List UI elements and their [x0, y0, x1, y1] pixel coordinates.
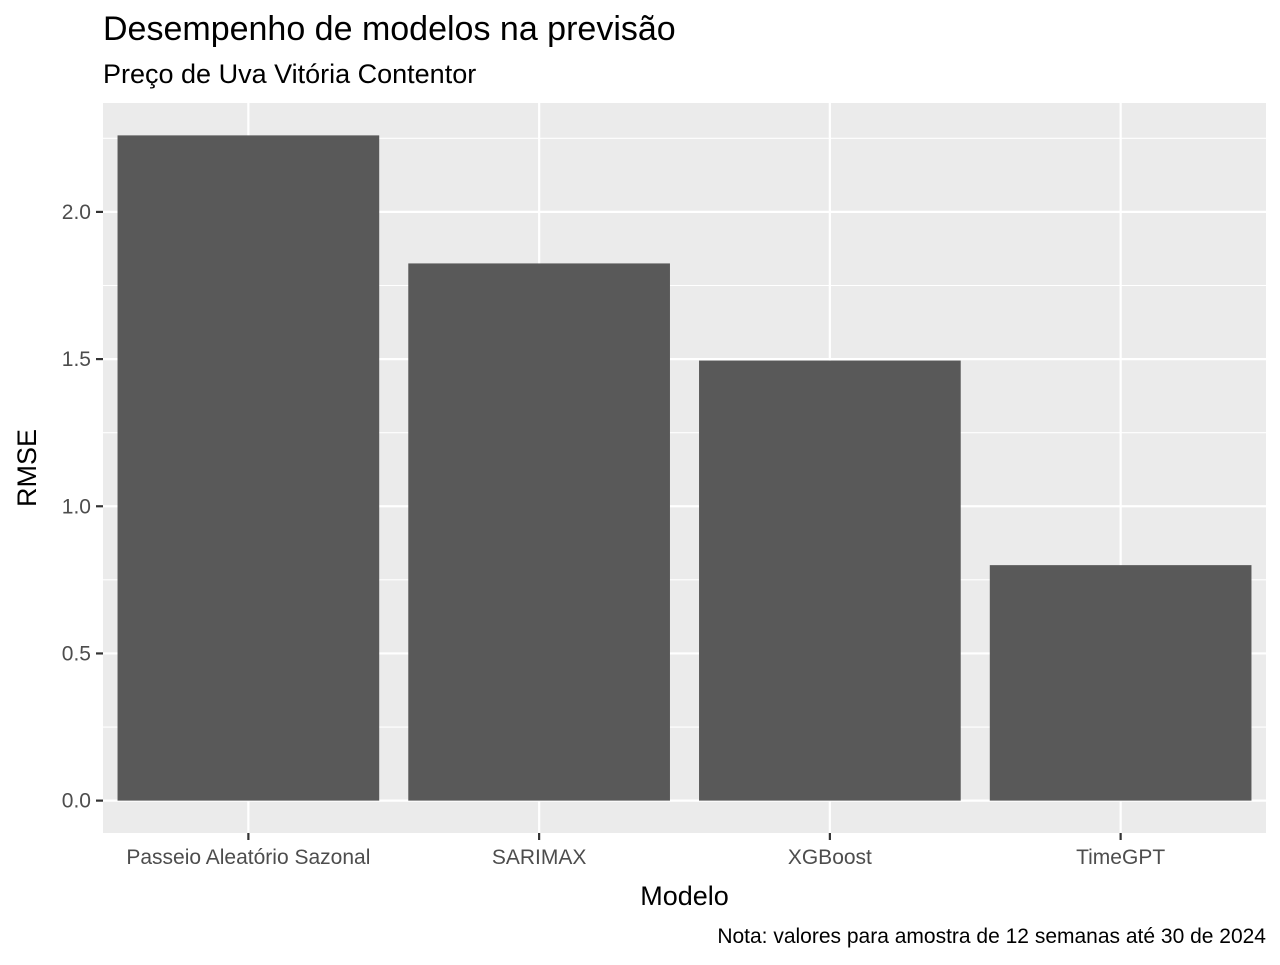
bar	[408, 263, 670, 801]
y-tick-label: 0.5	[62, 642, 91, 665]
y-axis-title: RMSE	[12, 429, 42, 507]
bar	[699, 360, 961, 801]
y-tick-label: 1.5	[62, 348, 91, 371]
chart-title: Desempenho de modelos na previsão	[103, 10, 676, 48]
chart-subtitle: Preço de Uva Vitória Contentor	[103, 59, 476, 89]
chart-caption: Nota: valores para amostra de 12 semanas…	[717, 925, 1266, 948]
x-tick-label: TimeGPT	[1076, 846, 1165, 869]
bars	[117, 135, 1252, 801]
y-tick-label: 1.0	[62, 495, 91, 518]
y-tick-label: 2.0	[62, 201, 91, 224]
bar	[989, 565, 1252, 801]
y-tick-label: 0.0	[62, 790, 91, 813]
axes: 0.0 0.5 1.0 1.5 2.0 Passeio Aleatório Sazonal…	[62, 201, 1166, 869]
x-tick-label: XGBoost	[788, 846, 872, 869]
bar	[117, 135, 380, 801]
x-axis-title: Modelo	[640, 881, 729, 911]
x-tick-label: SARIMAX	[492, 846, 587, 869]
x-tick-label: Passeio Aleatório Sazonal	[126, 846, 370, 869]
